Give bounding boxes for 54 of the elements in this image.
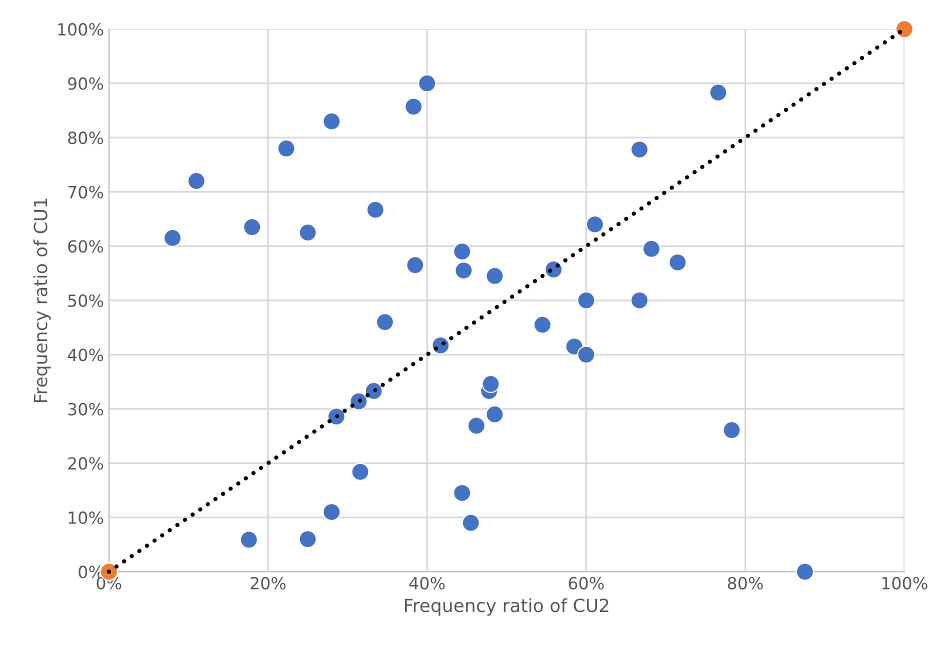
point [630, 140, 649, 159]
y-tick-label: 30% [68, 402, 104, 416]
point [486, 405, 504, 424]
y-tick-label: 60% [68, 240, 104, 253]
y-tick-label: 10% [68, 511, 104, 524]
point [163, 228, 182, 248]
point [668, 253, 687, 272]
point [350, 392, 368, 410]
x-tick-label: 80% [728, 576, 763, 590]
point [418, 74, 436, 92]
point [351, 462, 370, 481]
point [533, 316, 552, 334]
point [454, 261, 473, 280]
x-tick-label: 60% [568, 576, 604, 590]
point [895, 20, 914, 38]
point [796, 562, 814, 581]
point [586, 215, 604, 234]
point [187, 172, 206, 190]
point [298, 224, 317, 242]
point [298, 530, 317, 548]
point [327, 407, 346, 426]
y-tick-label: 100% [58, 23, 104, 36]
point [467, 416, 486, 435]
point [642, 240, 660, 258]
y-tick-label: 80% [68, 132, 104, 144]
point [240, 530, 258, 549]
y-tick-label: 40% [68, 348, 104, 362]
point [486, 266, 504, 286]
point [406, 256, 424, 274]
point [376, 313, 394, 332]
point [462, 514, 480, 532]
point [453, 242, 472, 261]
point [630, 291, 649, 310]
point [453, 484, 472, 502]
point [243, 218, 262, 236]
point [366, 200, 384, 219]
y-tick-label: 70% [68, 186, 104, 198]
y-tick-label: 90% [68, 77, 104, 90]
x-tick-label: 100% [882, 576, 928, 590]
point [709, 84, 728, 102]
point [722, 421, 741, 440]
x-tick-label: 20% [250, 576, 286, 590]
point [322, 112, 341, 130]
point [577, 346, 596, 364]
y-axis-title: Frequency ratio of CU1 [33, 198, 51, 402]
point [404, 98, 423, 116]
point [277, 139, 296, 158]
point [482, 374, 500, 394]
point [322, 502, 341, 522]
x-axis-title: Frequency ratio of CU2 [405, 598, 608, 616]
x-tick-label: 40% [409, 576, 445, 590]
y-tick-label: 50% [68, 294, 104, 307]
y-tick-label: 20% [68, 457, 104, 470]
point [577, 291, 596, 310]
